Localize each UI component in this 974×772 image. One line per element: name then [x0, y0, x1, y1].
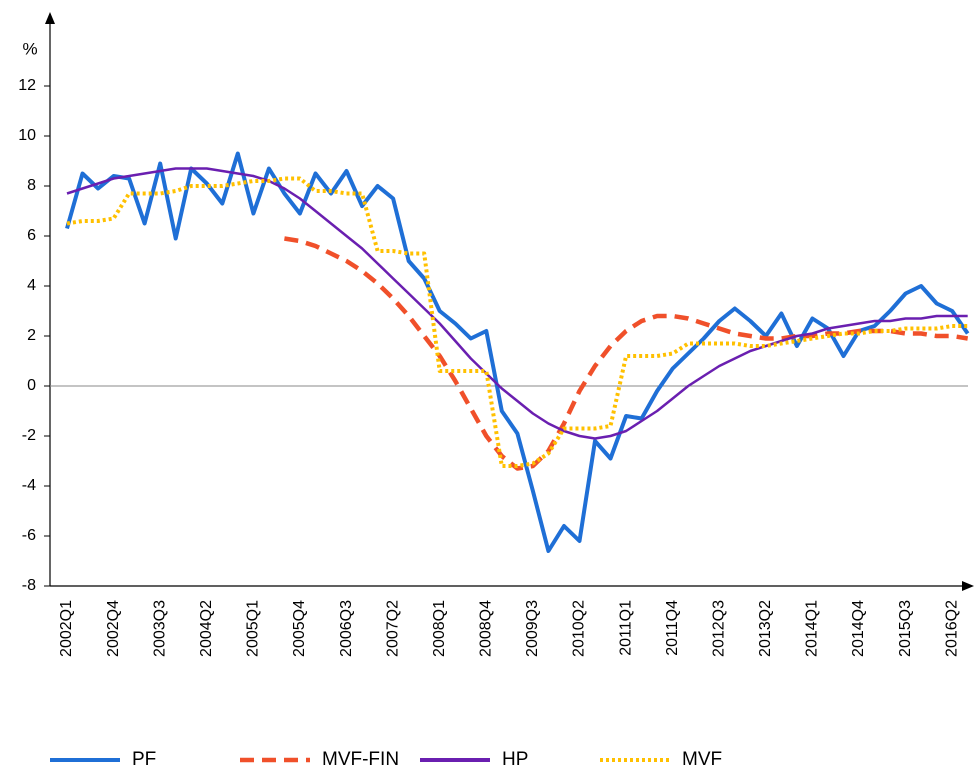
y-tick-label: 12 [18, 77, 36, 94]
y-tick-label: 2 [27, 327, 36, 344]
x-tick-label: 2006Q3 [338, 600, 355, 657]
x-tick-label: 2003Q3 [151, 600, 168, 657]
x-tick-label: 2015Q3 [897, 600, 914, 657]
y-tick-label: -4 [22, 477, 36, 494]
x-tick-label: 2009Q3 [524, 600, 541, 657]
y-axis-arrow [45, 12, 55, 24]
y-tick-label: -6 [22, 527, 36, 544]
x-tick-label: 2005Q1 [245, 600, 262, 657]
series-line [65, 151, 970, 553]
legend-label: HP [502, 749, 528, 770]
x-tick-label: 2010Q2 [571, 600, 588, 657]
x-tick-label: 2011Q4 [664, 600, 681, 656]
series-line [284, 236, 969, 471]
y-tick-label: -2 [22, 427, 36, 444]
x-tick-label: 2014Q1 [804, 600, 821, 657]
y-tick-label: 6 [27, 227, 36, 244]
x-tick-label: 2016Q2 [943, 600, 960, 657]
y-tick-label: 4 [27, 277, 36, 294]
x-tick-label: 2012Q3 [710, 600, 727, 657]
x-tick-label: 2013Q2 [757, 600, 774, 657]
x-tick-label: 2008Q1 [431, 600, 448, 657]
legend-label: MVF [682, 749, 722, 770]
x-tick-label: 2011Q1 [617, 600, 634, 656]
y-tick-label: 0 [27, 377, 36, 394]
series-line [66, 176, 968, 468]
x-tick-label: 2002Q1 [58, 600, 75, 657]
y-tick-label: -8 [22, 577, 36, 594]
y-axis-label: % [22, 39, 37, 58]
series-line [66, 167, 968, 440]
x-tick-label: 2005Q4 [291, 600, 308, 657]
x-tick-label: 2007Q2 [384, 600, 401, 657]
x-tick-label: 2008Q4 [478, 600, 495, 657]
x-tick-label: 2004Q2 [198, 600, 215, 657]
legend-label: MVF-FIN [322, 749, 399, 770]
legend-label: PF [132, 749, 156, 770]
y-tick-label: 8 [27, 177, 36, 194]
x-tick-label: 2002Q4 [105, 600, 122, 657]
x-tick-label: 2014Q4 [850, 600, 867, 657]
y-tick-label: 10 [18, 127, 36, 144]
x-axis-arrow [962, 581, 974, 591]
